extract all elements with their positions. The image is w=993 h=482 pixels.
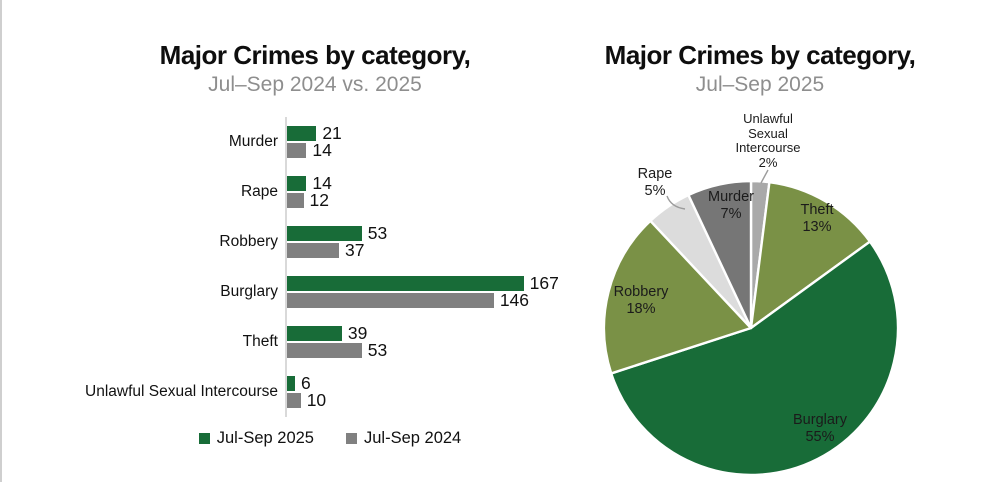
bar-value-label: 39 (347, 323, 368, 343)
pie-label-rape: Rape 5% (620, 166, 690, 200)
pie-label-text: Unlawful Sexual Intercourse (735, 111, 801, 156)
bar-value-label: 53 (367, 223, 388, 243)
bar-jul-sep-2025 (286, 175, 307, 191)
pie-label-percent: 2% (758, 154, 778, 170)
left-edge-divider (0, 0, 2, 482)
bar-value-label: 6 (301, 373, 311, 393)
bar-value-label: 53 (367, 340, 388, 360)
bar-jul-sep-2025 (286, 325, 342, 341)
pie-chart-title: Major Crimes by category, (604, 40, 916, 70)
pie-chart-subtitle: Jul–Sep 2025 (695, 73, 825, 96)
pie-label-percent: 5% (644, 182, 666, 199)
pie-chart-plot-area: Unlawful Sexual Intercourse 2% Theft 13% Bur… (570, 105, 993, 482)
bar-value-label: 37 (345, 240, 365, 260)
bar-jul-sep-2024 (286, 392, 301, 408)
pie-label-robbery: Robbery 18% (596, 284, 686, 318)
pie-label-text: Robbery (613, 284, 669, 300)
pie-label-percent: 18% (626, 300, 656, 317)
legend-swatch-2025 (198, 433, 210, 444)
category-label: Rape (240, 183, 278, 200)
pie-label-percent: 13% (802, 218, 832, 235)
bar-jul-sep-2024 (286, 192, 304, 208)
category-label: Theft (242, 333, 278, 350)
bar-jul-sep-2025 (286, 225, 362, 241)
bar-chart-subtitle: Jul–Sep 2024 vs. 2025 (208, 73, 422, 96)
category-label: Burglary (220, 283, 278, 300)
pie-label-text: Murder (708, 189, 754, 205)
bar-chart-title: Major Crimes by category, (159, 40, 471, 70)
pie-slice-burglary (609, 240, 900, 477)
legend-label-2025: Jul-Sep 2025 (216, 429, 314, 447)
bar-value-label: 21 (322, 123, 342, 143)
bar-jul-sep-2025 (286, 375, 296, 391)
pie-label-unlawful-sexual-intercourse: Unlawful Sexual Intercourse 2% (730, 111, 806, 170)
category-label: Unlawful Sexual Intercourse (85, 383, 278, 400)
category-label: Murder (228, 133, 278, 150)
pie-svg (602, 179, 900, 477)
pie-label-burglary: Burglary 55% (775, 412, 865, 446)
bar-jul-sep-2024 (286, 242, 340, 258)
category-axis-line (285, 117, 287, 417)
bar-jul-sep-2024 (286, 292, 494, 308)
pie-slice-robbery (602, 219, 753, 375)
bar-jul-sep-2024 (286, 342, 362, 358)
pie-label-text: Rape (637, 166, 673, 182)
pie-slice-theft (749, 180, 872, 330)
legend-item-2024: Jul-Sep 2024 (346, 429, 461, 448)
bar-value-label: 14 (312, 140, 332, 160)
pie-slice-murder (687, 179, 753, 330)
bar-value-label: 146 (499, 290, 530, 310)
pie-label-text: Theft (800, 202, 834, 218)
pie-label-percent: 7% (720, 205, 742, 222)
pie-label-murder: Murder 7% (686, 189, 776, 223)
bar-jul-sep-2025 (286, 125, 317, 141)
bar-jul-sep-2024 (286, 142, 307, 158)
pie-label-percent: 55% (805, 428, 835, 445)
pie-label-theft: Theft 13% (772, 202, 862, 236)
legend-item-2025: Jul-Sep 2025 (198, 429, 314, 448)
bar-chart-legend: Jul-Sep 2025 Jul-Sep 2024 (75, 429, 585, 448)
category-label: Robbery (219, 233, 278, 250)
bar-value-label: 14 (312, 173, 332, 193)
bar-chart-plot-area: Murder 21 14 Rape 14 12 Robbery 53 37 Burglary 167… (38, 117, 570, 419)
pie-label-text: Burglary (793, 412, 847, 428)
legend-label-2024: Jul-Sep 2024 (364, 429, 462, 447)
legend-swatch-2024 (346, 433, 357, 444)
bar-value-label: 10 (306, 390, 327, 410)
bar-value-label: 12 (309, 190, 329, 210)
bar-jul-sep-2025 (286, 275, 524, 291)
bar-value-label: 167 (529, 273, 559, 293)
